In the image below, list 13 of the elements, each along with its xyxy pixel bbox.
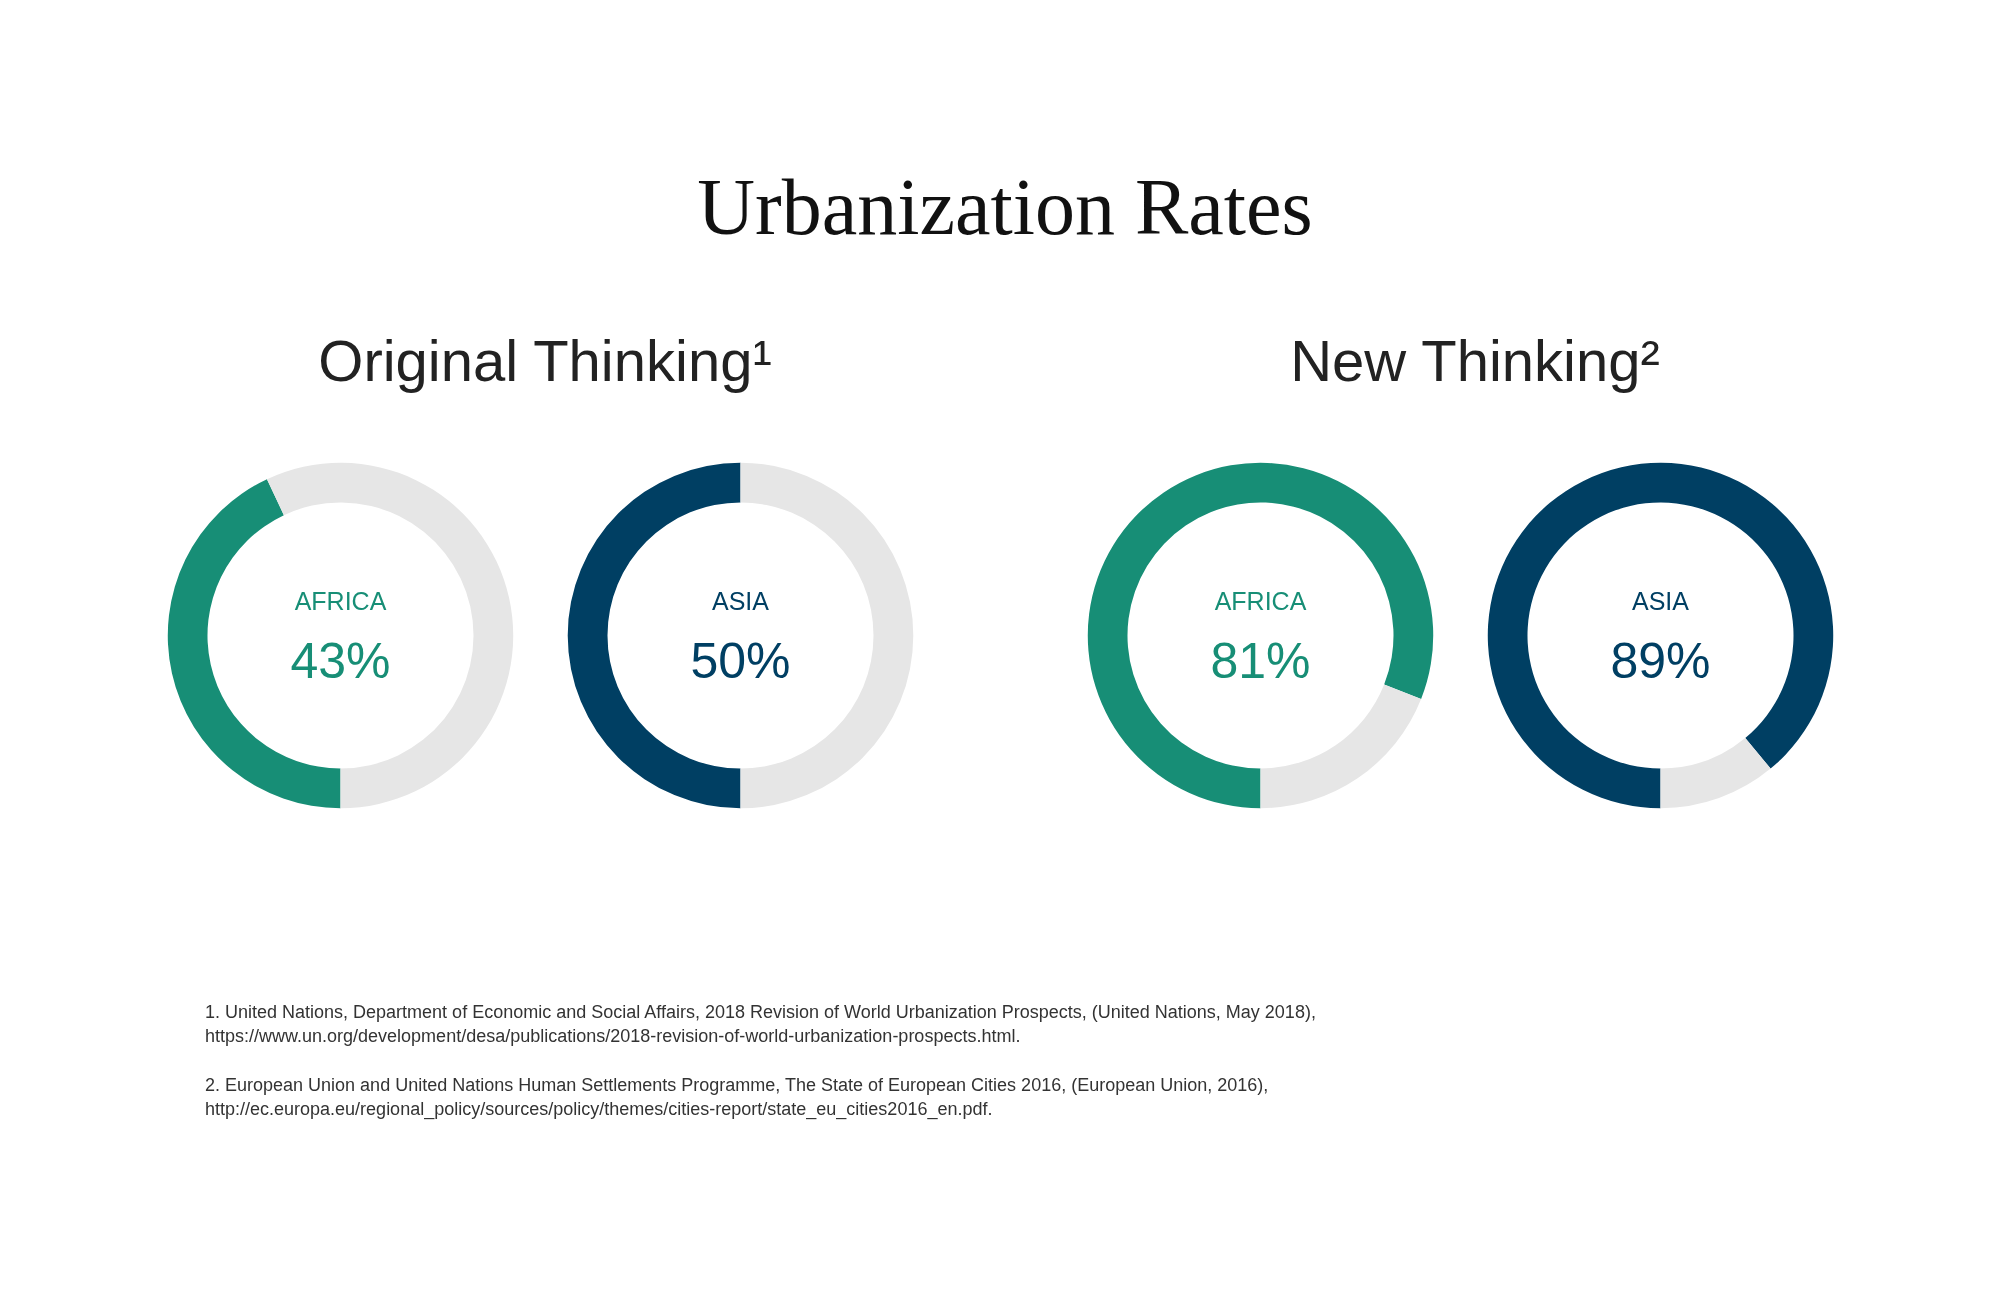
chart-subtitle: New Thinking² (1290, 327, 1660, 395)
data-label: 43% (290, 633, 391, 690)
data-label: 50% (690, 633, 791, 690)
chart-subtitle: Original Thinking¹ (318, 327, 772, 395)
text: 1. United Nations, Department of Economic and Social Affairs, 2018 Revision of World Urbanization Prospects, (United Nations, May 2018), https://www.un.org/development/desa/publications/2018-revision-of-world-urbanization-prospects.html. (205, 1001, 1317, 1048)
slice-label: AFRICA (294, 586, 387, 615)
text: Urbanization Rates (697, 162, 1313, 253)
data-label: 89% (1610, 633, 1711, 690)
slice-label: ASIA (712, 586, 770, 615)
slice-label: AFRICA (1214, 586, 1307, 615)
slice-label: ASIA (1632, 586, 1690, 615)
text: 2. European Union and United Nations Human Settlements Programme, The State of European Cities 2016, (European Union, 2016), http://ec.europa.eu/regional_policy/sources/policy/themes/cities-report/state_eu_cities2016_en.pdf. (205, 1074, 1270, 1121)
data-label: 81% (1210, 633, 1311, 690)
